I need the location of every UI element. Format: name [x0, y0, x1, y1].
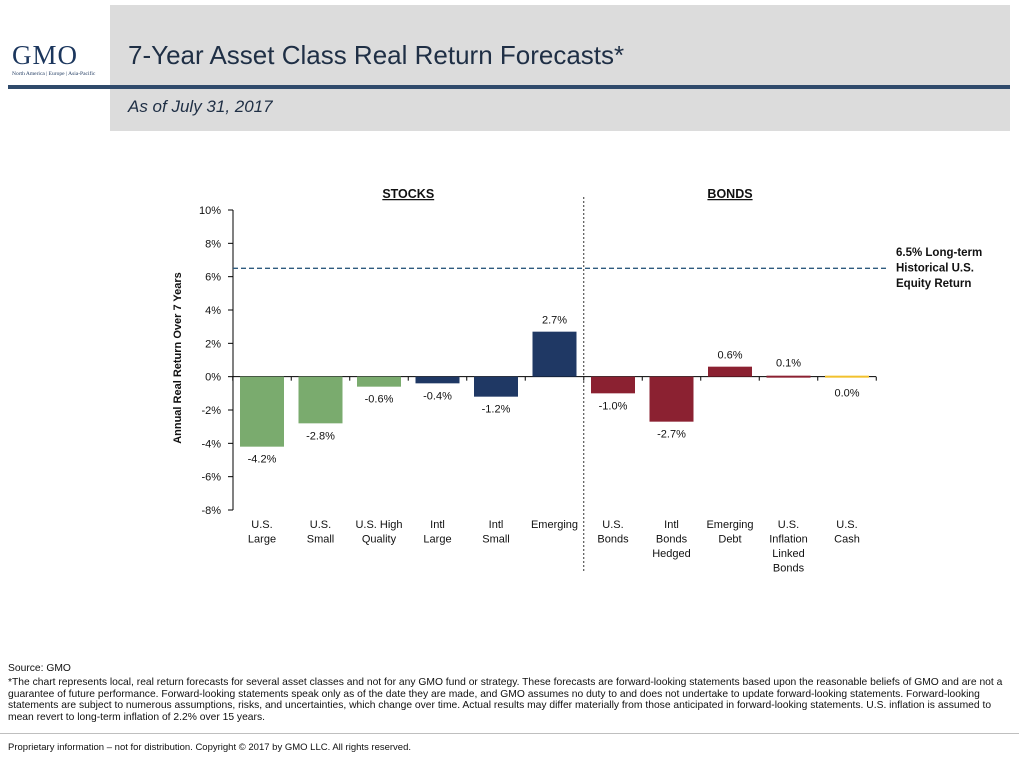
- bar-value-label: -0.6%: [365, 394, 394, 406]
- y-tick-label: 6%: [205, 272, 221, 284]
- x-category-label: Intl: [664, 519, 679, 531]
- reference-line-label: 6.5% Long-term: [896, 247, 982, 259]
- x-category-label: Debt: [718, 534, 741, 546]
- logo-regions: North America | Europe | Asia-Pacific: [12, 71, 96, 77]
- x-category-label: Intl: [430, 519, 445, 531]
- footer-copyright: Proprietary information – not for distri…: [8, 742, 412, 753]
- reference-line-label: Equity Return: [896, 278, 971, 290]
- bar: [357, 376, 401, 387]
- reference-line-label: Historical U.S.: [896, 263, 974, 275]
- bar: [240, 376, 284, 447]
- page-subtitle: As of July 31, 2017: [128, 97, 273, 116]
- bar-value-label: -2.8%: [306, 430, 335, 442]
- x-category-label: Emerging: [706, 519, 753, 531]
- x-category-label: U.S.: [310, 519, 331, 531]
- bar-value-label: -1.0%: [599, 400, 628, 412]
- bar: [649, 376, 694, 422]
- bar: [591, 376, 635, 394]
- bar: [532, 331, 577, 377]
- logo-text: GMO: [12, 40, 79, 70]
- x-category-label: U.S.: [602, 519, 623, 531]
- footer-disclaimer: *The chart represents local, real return…: [8, 677, 1003, 723]
- x-category-label: U.S.: [836, 519, 857, 531]
- y-tick-label: 0%: [205, 372, 221, 384]
- return-forecast-chart: 10% 8% 6% 4% 2% 0% -2% -4% -6% -8% Annual Real Ret…: [172, 187, 982, 575]
- bar: [825, 375, 869, 378]
- gmo-logo: GMO North America | Europe | Asia-Pacifi…: [12, 42, 104, 82]
- x-category-label: Small: [307, 534, 335, 546]
- x-category-label: Bonds: [656, 534, 688, 546]
- bar: [474, 376, 518, 397]
- group-header-stocks: STOCKS: [382, 187, 434, 201]
- x-category-label: Hedged: [652, 548, 691, 560]
- bar: [298, 376, 343, 424]
- bar-value-label: -4.2%: [248, 454, 277, 466]
- x-category-label: Quality: [362, 534, 397, 546]
- x-category-label: Bonds: [773, 563, 805, 575]
- bar-value-label: -0.4%: [423, 390, 452, 402]
- x-category-label: Small: [482, 534, 510, 546]
- page-title: 7-Year Asset Class Real Return Forecasts…: [128, 40, 625, 70]
- y-axis-title: Annual Real Return Over 7 Years: [172, 272, 184, 444]
- x-category-label: Large: [248, 534, 276, 546]
- bar-value-label: -1.2%: [482, 404, 511, 416]
- y-tick-label: -2%: [201, 405, 221, 417]
- bar: [708, 366, 752, 377]
- subheader-band: [110, 87, 1010, 131]
- y-tick-label: 8%: [205, 238, 221, 250]
- header-divider: [8, 85, 1010, 89]
- x-category-label: U.S.: [251, 519, 272, 531]
- group-header-bonds: BONDS: [707, 187, 752, 201]
- bar-value-label: 0.0%: [834, 388, 859, 400]
- x-category-label: Linked: [772, 548, 804, 560]
- y-tick-label: -4%: [201, 438, 221, 450]
- x-category-label: U.S.: [778, 519, 799, 531]
- x-category-label: Inflation: [769, 534, 808, 546]
- x-category-label: Emerging: [531, 519, 578, 531]
- bar-value-label: 0.1%: [776, 358, 801, 370]
- y-tick-label: 10%: [199, 205, 221, 217]
- bar: [415, 376, 460, 384]
- x-category-label: Large: [423, 534, 451, 546]
- y-tick-label: -6%: [201, 472, 221, 484]
- x-category-label: U.S. High: [355, 519, 402, 531]
- footer-source: Source: GMO: [8, 663, 71, 674]
- bar: [766, 375, 811, 378]
- x-category-label: Intl: [489, 519, 504, 531]
- header-band: [110, 5, 1010, 87]
- bar-value-label: -2.7%: [657, 429, 686, 441]
- footer-divider: [0, 733, 1019, 734]
- y-tick-label: -8%: [201, 505, 221, 517]
- y-tick-label: 4%: [205, 305, 221, 317]
- x-category-label: Cash: [834, 534, 860, 546]
- bar-value-label: 0.6%: [717, 350, 742, 362]
- y-tick-label: 2%: [205, 338, 221, 350]
- x-category-label: Bonds: [597, 534, 629, 546]
- bar-value-label: 2.7%: [542, 315, 567, 327]
